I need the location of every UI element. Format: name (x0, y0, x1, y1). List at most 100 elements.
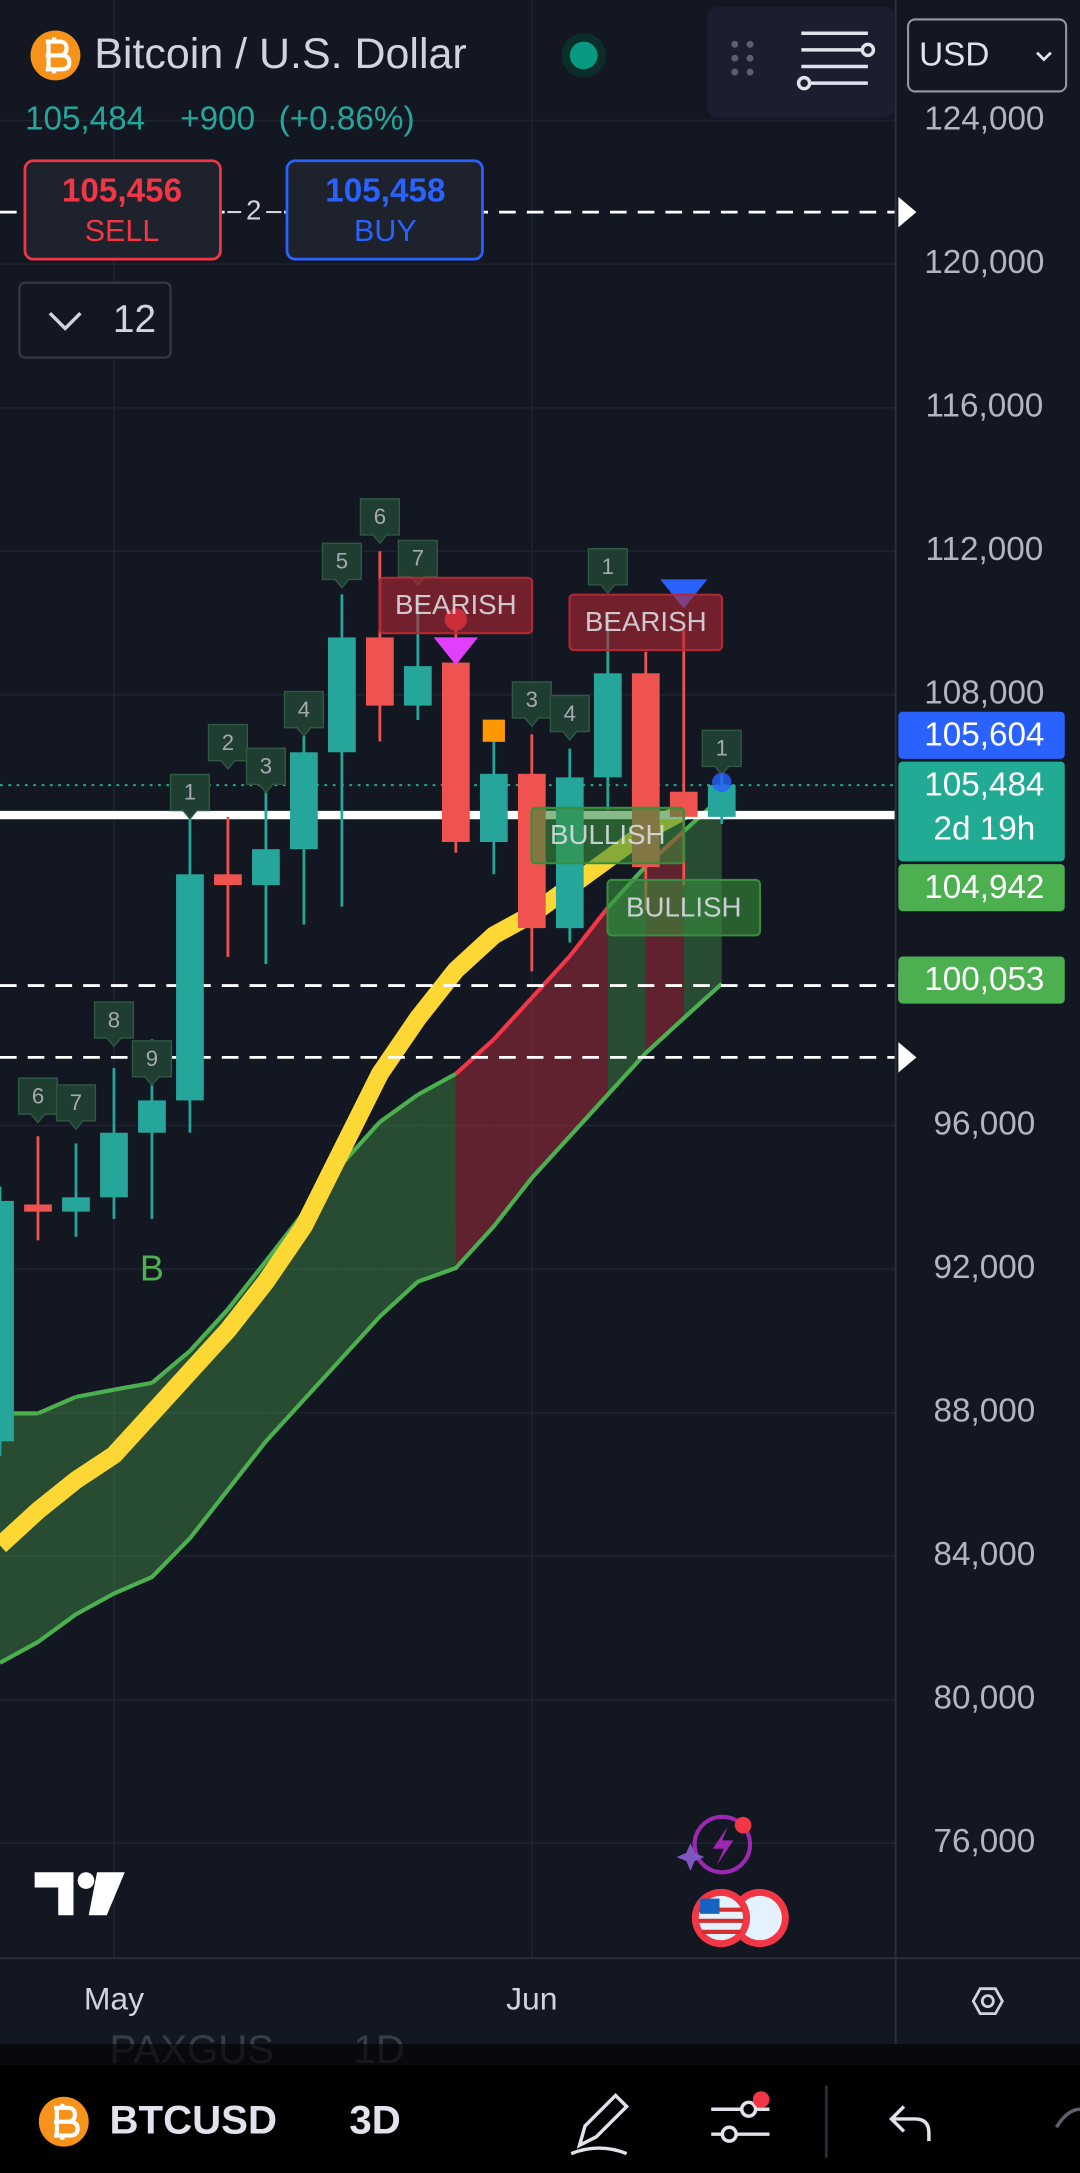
y-tick-label: 112,000 (925, 531, 1043, 568)
count-label: 8 (108, 1007, 120, 1032)
candle-body (214, 874, 242, 886)
band-lower-line (0, 982, 724, 1665)
count-box (131, 1040, 173, 1087)
drag-handle[interactable] (731, 40, 754, 76)
candle-body (366, 637, 394, 706)
redo-button[interactable] (1054, 2107, 1080, 2129)
indicator-count: 12 (113, 298, 156, 341)
band-upper-line (416, 1072, 457, 1097)
band-upper-line (378, 1092, 420, 1124)
candle-body (100, 1132, 128, 1198)
band-upper-line (75, 1387, 115, 1399)
band-upper-line (492, 996, 534, 1041)
candle-body (62, 1197, 90, 1212)
draw-button[interactable] (570, 2092, 630, 2156)
toolbar-panel (707, 6, 895, 118)
band-fill (569, 907, 608, 1137)
band-fill (417, 1073, 456, 1282)
buy-price: 105,458 (325, 172, 445, 209)
undo-button[interactable] (888, 2105, 931, 2142)
count-label: 6 (374, 504, 386, 529)
candle-body (328, 637, 356, 753)
level-arrow (898, 1042, 917, 1073)
coin-glyph (54, 2103, 80, 2140)
settings-button[interactable] (971, 1987, 1004, 2016)
candle-body (176, 874, 204, 1101)
band-upper-line (226, 1259, 268, 1311)
count-box (17, 1077, 59, 1124)
count-box (359, 498, 400, 545)
count-label: 7 (70, 1090, 82, 1115)
buy-label: BUY (354, 214, 417, 248)
currency: USD (919, 37, 989, 74)
signal-dot (712, 772, 732, 793)
count-label: 5 (336, 549, 348, 574)
band-upper-line (530, 954, 572, 1000)
price-tag-label: 104,942 (924, 869, 1044, 906)
price-tag (898, 864, 1065, 912)
count-box (245, 747, 287, 794)
bar-fade (0, 2044, 1080, 2065)
count-label: 3 (260, 754, 272, 779)
change-percent: (+0.86%) (279, 100, 415, 137)
price-tag-label: 100,053 (924, 961, 1044, 998)
count-label: 2 (222, 730, 234, 755)
band-upper-line (150, 1349, 192, 1385)
sell-label: SELL (85, 214, 160, 248)
count-label: 1 (716, 736, 728, 761)
header: Bitcoin / U.S. Dollar USD 105,484 +900 (… (18, 6, 1068, 359)
events-icon[interactable] (691, 1888, 789, 1948)
signal-triangle (433, 637, 479, 666)
candle-body (403, 666, 432, 706)
change: +900 (180, 100, 255, 137)
count-label: 4 (564, 701, 576, 726)
bottom-bar: PAXGUS 1D BTCUSD 3D (0, 2027, 1080, 2173)
notification-dot (752, 2091, 770, 2108)
candle-body (441, 662, 470, 842)
market-status[interactable] (569, 41, 598, 70)
candle-body (290, 752, 318, 850)
count-box (169, 773, 211, 820)
signal-box (378, 576, 534, 635)
sell-price: 105,456 (62, 172, 182, 209)
band-fill (455, 1039, 494, 1269)
interval[interactable]: 3D (349, 2098, 400, 2143)
y-tick-label: 88,000 (933, 1392, 1035, 1429)
indicators-toggle[interactable] (18, 281, 172, 359)
symbol[interactable]: BTCUSD (110, 2098, 277, 2143)
news-icon[interactable] (676, 1814, 753, 1875)
y-tick-label: 116,000 (925, 388, 1043, 425)
currency-select[interactable] (907, 18, 1068, 93)
y-tick-label: 84,000 (933, 1536, 1035, 1573)
candle-body (138, 1100, 166, 1133)
price-tag-countdown: 2d 19h (933, 811, 1035, 848)
tv-logo[interactable] (34, 1872, 125, 1916)
symbol-title[interactable]: Bitcoin / U.S. Dollar (94, 30, 466, 78)
chevron (48, 311, 82, 331)
coin-glyph (45, 37, 72, 74)
sell-button[interactable] (23, 159, 222, 261)
chevron (1036, 51, 1052, 62)
count-box (549, 694, 590, 741)
count-box (511, 681, 552, 728)
x-tick-label: Jun (506, 1981, 557, 2017)
count-label: 7 (412, 546, 424, 571)
count-box (283, 690, 324, 738)
band-upper-line (37, 1394, 77, 1416)
x-tick-label: May (84, 1981, 144, 2017)
band-fill (37, 1396, 76, 1642)
signal-square (482, 719, 505, 742)
indicators-button[interactable] (711, 2100, 770, 2143)
count-label: 1 (602, 554, 614, 579)
signal-label: BULLISH (626, 891, 742, 922)
count-box (587, 548, 628, 595)
band-upper-line (188, 1307, 230, 1353)
signal-label: BEARISH (395, 589, 517, 620)
chart: 124,000 120,000 116,000 112,000 108,000 96,00… (0, 0, 1065, 2017)
buy-button[interactable] (285, 159, 484, 261)
last-price: 105,484 (25, 100, 145, 137)
band-fill (379, 1094, 418, 1317)
menu-button[interactable] (796, 31, 876, 91)
signal-box (568, 593, 724, 652)
